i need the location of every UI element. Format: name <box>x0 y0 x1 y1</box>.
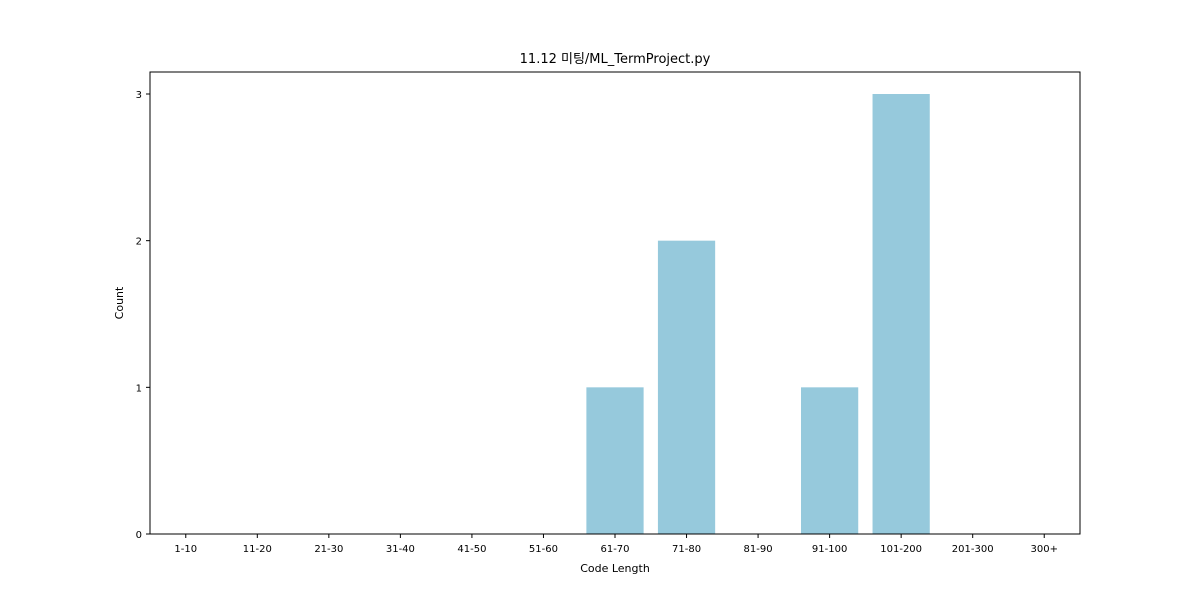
bar-101-200 <box>872 94 930 534</box>
plot-frame <box>149 71 1081 535</box>
x-tick-label: 101-200 <box>880 544 922 555</box>
y-tick-label: 2 <box>136 237 142 248</box>
x-tick-label: 21-30 <box>314 544 343 555</box>
x-tick-label: 11-20 <box>243 544 272 555</box>
y-axis-label: Count <box>113 286 126 319</box>
x-tick-label: 51-60 <box>529 544 558 555</box>
x-tick-label: 91-100 <box>812 544 847 555</box>
chart-title: 11.12 미팅/ML_TermProject.py <box>520 52 711 67</box>
ticks-layer: 1-10 11-20 21-30 31-40 41-50 51-60 61-70 71-80 8… <box>136 90 1058 555</box>
y-tick-label: 0 <box>136 530 142 541</box>
y-tick-label: 3 <box>136 90 142 101</box>
x-tick-label: 61-70 <box>600 544 629 555</box>
x-tick-label: 201-300 <box>952 544 994 555</box>
x-tick-label: 81-90 <box>744 544 773 555</box>
x-tick-label: 71-80 <box>672 544 701 555</box>
y-tick-label: 1 <box>136 383 142 394</box>
bars-layer <box>586 94 930 534</box>
bar-71-80 <box>657 240 716 534</box>
bar-61-70 <box>586 387 644 534</box>
x-tick-label: 41-50 <box>457 544 486 555</box>
x-axis-label: Code Length <box>580 562 650 575</box>
x-tick-label: 31-40 <box>386 544 415 555</box>
x-tick-label: 1-10 <box>174 544 197 555</box>
x-tick-label: 300+ <box>1030 544 1057 555</box>
bar-91-100 <box>801 387 859 534</box>
